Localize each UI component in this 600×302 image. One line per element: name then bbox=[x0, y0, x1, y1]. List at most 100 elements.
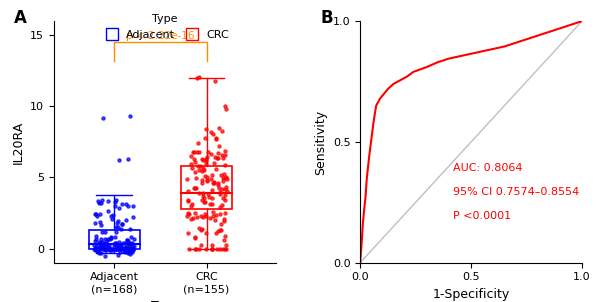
Point bbox=[190, 236, 200, 240]
Point bbox=[217, 222, 226, 227]
Point bbox=[220, 172, 229, 176]
Point bbox=[123, 204, 133, 209]
Point bbox=[201, 161, 211, 166]
Point bbox=[115, 250, 124, 255]
Point bbox=[207, 242, 217, 247]
Point bbox=[123, 156, 133, 161]
Point bbox=[97, 250, 106, 255]
Point bbox=[215, 189, 225, 194]
Point bbox=[194, 246, 203, 251]
Y-axis label: Sensitivity: Sensitivity bbox=[314, 109, 327, 175]
Point bbox=[216, 227, 226, 232]
Point bbox=[124, 244, 133, 249]
Point bbox=[125, 251, 135, 256]
Point bbox=[202, 178, 212, 182]
Point bbox=[200, 200, 210, 204]
Point bbox=[90, 239, 100, 244]
Point bbox=[219, 218, 229, 223]
Point bbox=[128, 248, 138, 252]
Point bbox=[91, 245, 101, 249]
Point bbox=[98, 246, 108, 251]
Point bbox=[203, 150, 213, 155]
Point bbox=[121, 246, 130, 251]
Point bbox=[214, 126, 224, 130]
Point bbox=[102, 242, 112, 247]
Point bbox=[113, 253, 122, 258]
Point bbox=[94, 240, 104, 245]
Point bbox=[211, 135, 221, 140]
Point bbox=[206, 151, 216, 156]
Point bbox=[91, 246, 100, 250]
Point bbox=[210, 155, 220, 159]
Point bbox=[97, 244, 106, 249]
Point bbox=[106, 235, 115, 240]
Point bbox=[97, 237, 106, 242]
Point bbox=[183, 198, 193, 203]
Point bbox=[196, 163, 205, 168]
Point bbox=[128, 246, 138, 251]
X-axis label: Type: Type bbox=[151, 300, 179, 302]
Point bbox=[113, 220, 122, 225]
Point bbox=[214, 181, 223, 186]
Point bbox=[211, 137, 221, 141]
Point bbox=[98, 239, 107, 244]
Point bbox=[100, 253, 110, 258]
Point bbox=[183, 189, 193, 194]
Point bbox=[122, 217, 131, 222]
Point bbox=[129, 244, 139, 249]
Point bbox=[196, 214, 206, 219]
Point bbox=[208, 202, 217, 207]
Point bbox=[218, 195, 228, 200]
Point bbox=[221, 107, 231, 112]
Point bbox=[126, 234, 136, 239]
Point bbox=[197, 157, 206, 162]
Point bbox=[104, 242, 114, 247]
Point bbox=[209, 161, 219, 165]
Point bbox=[221, 246, 230, 251]
Point bbox=[105, 248, 115, 253]
Point bbox=[194, 141, 203, 146]
Point bbox=[118, 241, 127, 246]
Point bbox=[202, 155, 211, 159]
Point bbox=[112, 246, 121, 251]
Point bbox=[127, 247, 137, 252]
Point bbox=[125, 247, 134, 252]
Point bbox=[184, 231, 193, 236]
Point bbox=[208, 132, 218, 137]
Point bbox=[121, 247, 130, 252]
Point bbox=[124, 249, 134, 254]
Point bbox=[186, 161, 196, 166]
Point bbox=[110, 200, 119, 204]
Point bbox=[214, 229, 223, 234]
Point bbox=[208, 246, 217, 251]
Point bbox=[104, 247, 114, 252]
Point bbox=[111, 247, 121, 252]
Point bbox=[190, 234, 199, 239]
Point bbox=[92, 214, 102, 219]
Point bbox=[89, 246, 99, 251]
Point bbox=[212, 246, 221, 251]
Point bbox=[90, 248, 100, 252]
Point bbox=[192, 76, 202, 80]
Point bbox=[220, 211, 230, 216]
Point bbox=[220, 193, 230, 198]
Point bbox=[114, 247, 124, 252]
Point bbox=[90, 212, 100, 217]
Point bbox=[188, 150, 198, 155]
Point bbox=[128, 244, 137, 249]
Point bbox=[190, 246, 200, 251]
Point bbox=[119, 246, 128, 251]
Point bbox=[222, 188, 232, 193]
Point bbox=[118, 202, 127, 207]
Point bbox=[113, 246, 122, 251]
Text: B: B bbox=[320, 9, 333, 27]
Point bbox=[128, 204, 138, 209]
Point bbox=[202, 213, 211, 218]
Point bbox=[95, 212, 104, 217]
Point bbox=[110, 235, 120, 240]
Point bbox=[125, 241, 135, 246]
Point bbox=[209, 181, 218, 186]
Point bbox=[122, 238, 131, 243]
Point bbox=[197, 198, 207, 203]
Point bbox=[128, 214, 138, 219]
